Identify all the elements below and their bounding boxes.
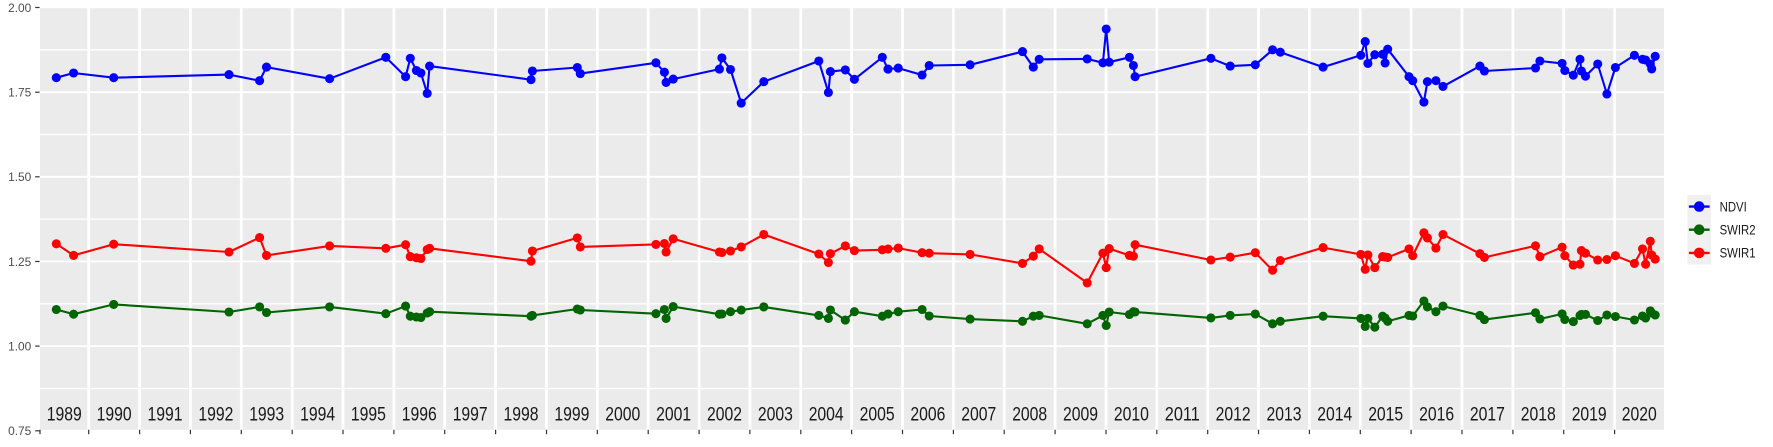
svg-text:1995: 1995: [351, 404, 386, 425]
svg-text:2009: 2009: [1063, 404, 1098, 425]
svg-text:2000: 2000: [605, 404, 640, 425]
svg-text:1.25: 1.25: [8, 255, 31, 269]
svg-text:2011: 2011: [1165, 404, 1200, 425]
svg-text:2015: 2015: [1368, 404, 1403, 425]
svg-text:2001: 2001: [656, 404, 691, 425]
svg-text:2006: 2006: [910, 404, 945, 425]
svg-text:1.00: 1.00: [8, 339, 31, 353]
svg-text:1990: 1990: [97, 404, 132, 425]
svg-text:2005: 2005: [860, 404, 895, 425]
svg-text:2014: 2014: [1317, 404, 1352, 425]
svg-text:2019: 2019: [1572, 404, 1607, 425]
svg-text:1.50: 1.50: [8, 170, 31, 184]
svg-text:SWIR1: SWIR1: [1720, 246, 1756, 261]
svg-text:2010: 2010: [1114, 404, 1149, 425]
svg-text:SWIR2: SWIR2: [1720, 223, 1756, 238]
svg-text:1999: 1999: [554, 404, 589, 425]
svg-text:2003: 2003: [758, 404, 793, 425]
svg-text:2017: 2017: [1470, 404, 1505, 425]
svg-text:1992: 1992: [198, 404, 233, 425]
svg-text:1.75: 1.75: [8, 86, 31, 100]
svg-text:1989: 1989: [47, 404, 82, 425]
svg-text:2004: 2004: [809, 404, 844, 425]
svg-text:2002: 2002: [707, 404, 742, 425]
svg-text:2020: 2020: [1622, 404, 1657, 425]
svg-text:2.00: 2.00: [8, 1, 31, 15]
svg-text:2013: 2013: [1267, 404, 1302, 425]
svg-text:1998: 1998: [504, 404, 539, 425]
svg-text:1991: 1991: [148, 404, 183, 425]
svg-text:2008: 2008: [1012, 404, 1047, 425]
svg-text:2007: 2007: [961, 404, 996, 425]
svg-text:1993: 1993: [249, 404, 284, 425]
svg-text:2012: 2012: [1216, 404, 1251, 425]
svg-text:1996: 1996: [402, 404, 437, 425]
svg-text:1994: 1994: [300, 404, 335, 425]
svg-text:2018: 2018: [1521, 404, 1556, 425]
svg-text:1997: 1997: [453, 404, 488, 425]
svg-text:2016: 2016: [1419, 404, 1454, 425]
svg-text:NDVI: NDVI: [1720, 199, 1747, 214]
svg-text:0.75: 0.75: [8, 424, 31, 438]
